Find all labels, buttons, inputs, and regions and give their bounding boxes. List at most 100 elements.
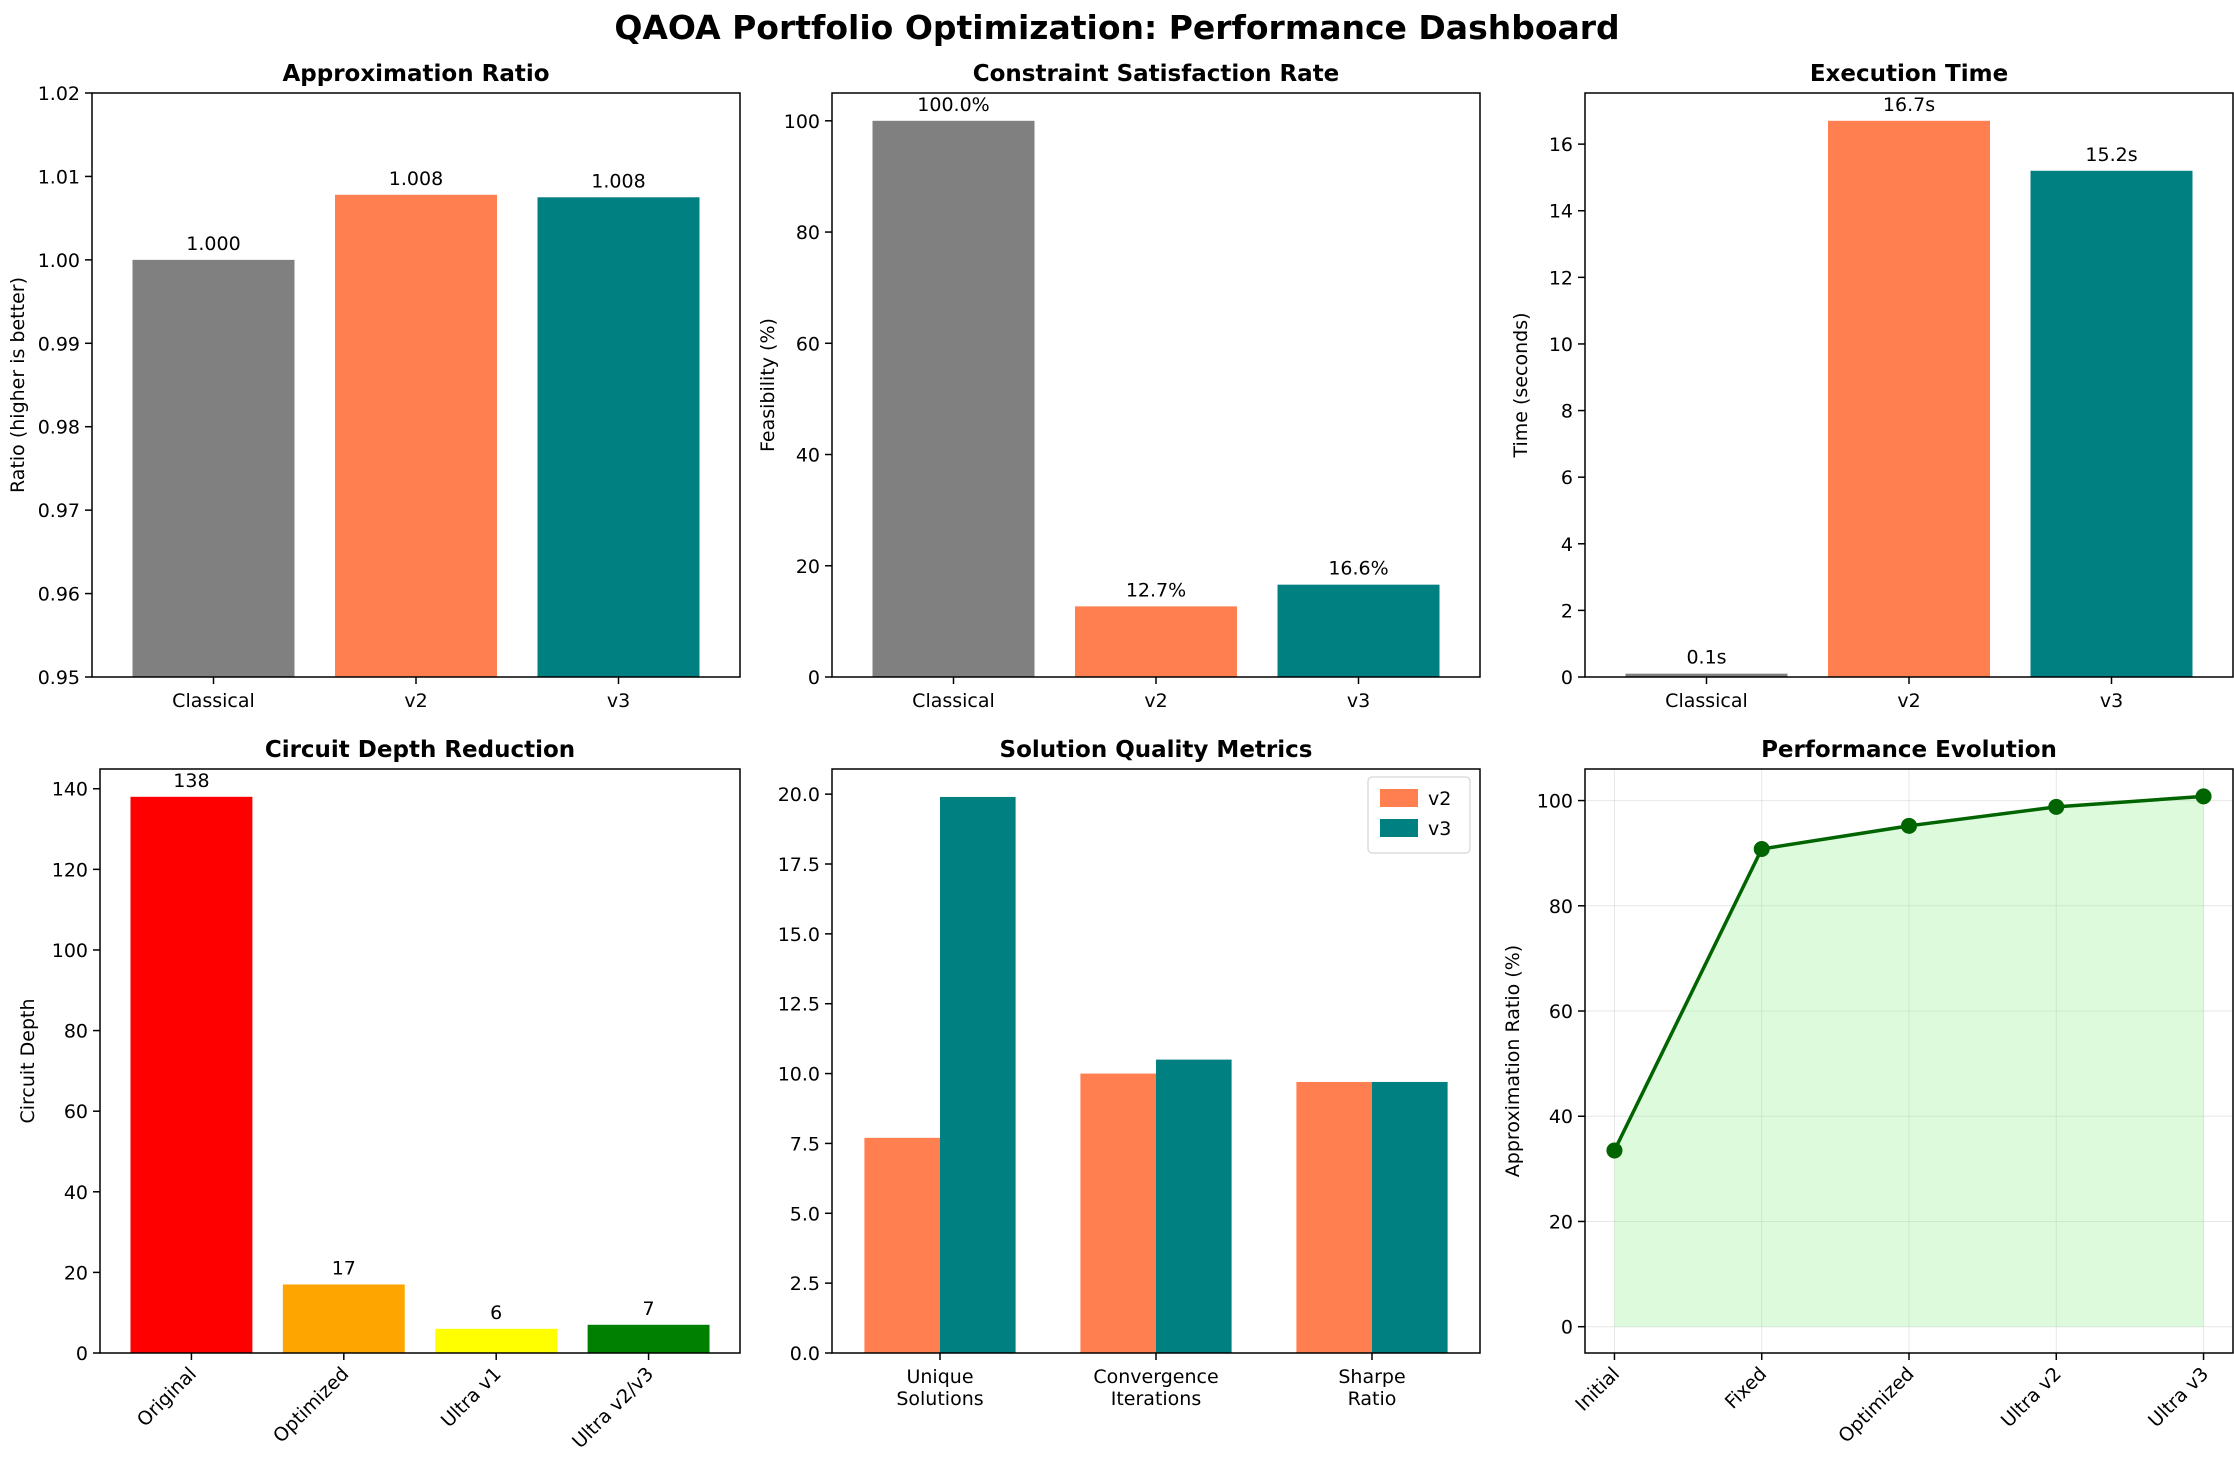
point-initial [1606,1142,1623,1159]
y-tick-label: 100 [52,940,88,962]
bar-classical [872,120,1035,677]
y-tick-label: 17.5 [778,854,820,876]
y-tick-label: 8 [1561,401,1573,423]
y-tick-label: 1.01 [38,166,80,188]
bar-v2-0 [864,1137,940,1353]
plot-area [1625,120,2193,677]
x-tick-label: Sharpe Ratio [1338,1366,1405,1410]
y-tick-label: 15.0 [778,924,820,946]
y-tick-label: 0 [1561,667,1573,689]
chart-quality: v2v30.02.55.07.510.012.515.017.520.0Uniq… [778,737,1481,1410]
bar-v3 [537,197,700,677]
data-label: 1.008 [591,170,645,192]
legend-label-v3: v3 [1428,818,1451,840]
y-tick-label: 0 [1561,1317,1573,1339]
plot-area [130,796,710,1353]
chart-exectime: 0.1s 16.7s 15.2s 0 2 4 6 8 10 12 14 16 Classical v2 v3… [1510,61,2234,712]
y-axis-label: Feasibility (%) [757,318,779,452]
legend-swatch-v3 [1380,819,1418,837]
chart-title: Constraint Satisfaction Rate [973,61,1340,87]
y-tick-label: 10.0 [778,1064,820,1086]
y-tick-label: 5.0 [790,1203,820,1225]
y-tick-label: 100 [784,111,820,133]
chart-title: Execution Time [1810,61,2008,87]
x-tick-label: Classical [172,690,255,712]
chart-title: Circuit Depth Reduction [265,737,575,763]
legend-swatch-v2 [1380,789,1418,807]
bar-v3 [2030,170,2193,677]
point-fixed [1753,840,1770,857]
y-tick-label: 1.00 [38,250,80,272]
x-tick-label: Classical [1665,690,1748,712]
bar-original [130,796,253,1353]
data-label: 1.000 [186,233,240,255]
x-tick-label: v2 [1144,690,1167,712]
chart-title: Performance Evolution [1761,737,2057,763]
y-tick-label: 60 [796,333,820,355]
y-tick-label: 10 [1549,334,1573,356]
y-tick-label: 0.97 [38,500,80,522]
data-label: 17 [332,1257,356,1279]
plot-area [1585,769,2233,1353]
point-optimized [1901,817,1917,834]
bar-v3 [1277,584,1440,677]
bar-ultra-v1 [435,1328,558,1353]
legend-box [1367,776,1471,854]
y-tick-label: 2.5 [790,1273,820,1295]
point-ultra-v2 [2048,798,2065,815]
bar-v3-1 [1156,1059,1232,1353]
y-tick-label: 2 [1561,600,1573,622]
data-label: 1.008 [389,168,443,190]
data-label: 6 [490,1302,502,1324]
data-label: 16.7s [1883,94,1935,116]
bar-classical [1625,673,1788,677]
chart-constraint: 100.0% 12.7% 16.6% 0 20 40 60 80 100 Classical v2 v… [757,61,1481,712]
x-tick-label: Ultra v3 [2144,1363,2213,1432]
y-tick-label: 6 [1561,467,1573,489]
x-tick-label: Ultra v2/v3 [568,1363,658,1453]
y-tick-label: 60 [1549,1001,1573,1023]
y-tick-label: 0 [808,667,820,689]
bar-v3-2 [1372,1081,1448,1353]
dashboard-title: QAOA Portfolio Optimization: Performance… [614,8,1620,47]
y-tick-label: 0.98 [38,417,80,439]
y-tick-label: 0 [76,1343,88,1365]
x-tick-label: Classical [912,690,995,712]
y-tick-label: 20.0 [778,784,820,806]
bar-v2 [1828,120,1990,677]
x-tick-label: v2 [404,690,427,712]
y-axis-label: Circuit Depth [17,998,39,1123]
x-tick-label: v3 [2100,690,2123,712]
y-tick-label: 0.95 [38,667,80,689]
x-tick-label: Ultra v1 [437,1363,506,1432]
x-tick-label: v2 [1897,690,1920,712]
y-axis-label: Ratio (higher is better) [7,277,29,493]
chart-title: Approximation Ratio [282,61,549,87]
plot-area [872,120,1440,677]
y-axis-label: Approximation Ratio (%) [1502,945,1524,1177]
x-tick-label: Ultra v2 [1997,1363,2066,1432]
axes-frame [99,768,741,1354]
bar-v2-1 [1080,1073,1156,1353]
point-ultra-v3 [2195,788,2212,805]
y-tick-label: 7.5 [790,1133,820,1155]
y-tick-label: 20 [796,556,820,578]
plot-area [864,796,1448,1353]
x-tick-label: Unique Solutions [896,1366,983,1410]
y-tick-label: 0.96 [38,584,80,606]
y-tick-label: 16 [1549,134,1573,156]
x-tick-label: Optimized [1834,1363,1918,1447]
x-tick-label: Original [133,1363,201,1431]
bar-v2 [1075,606,1237,677]
bar-v2 [335,194,497,677]
y-axis-label: Time (seconds) [1510,312,1532,458]
bar-optimized [282,1284,405,1353]
area-fill [1614,796,2204,1327]
bar-classical [132,259,295,677]
plot-area [132,194,700,677]
chart-depth: 138 17 6 7 0 20 40 60 80 100 120 140 Original Optimiz… [17,737,741,1453]
x-tick-label: v3 [1347,690,1370,712]
y-tick-label: 80 [64,1021,88,1043]
y-tick-label: 40 [796,445,820,467]
